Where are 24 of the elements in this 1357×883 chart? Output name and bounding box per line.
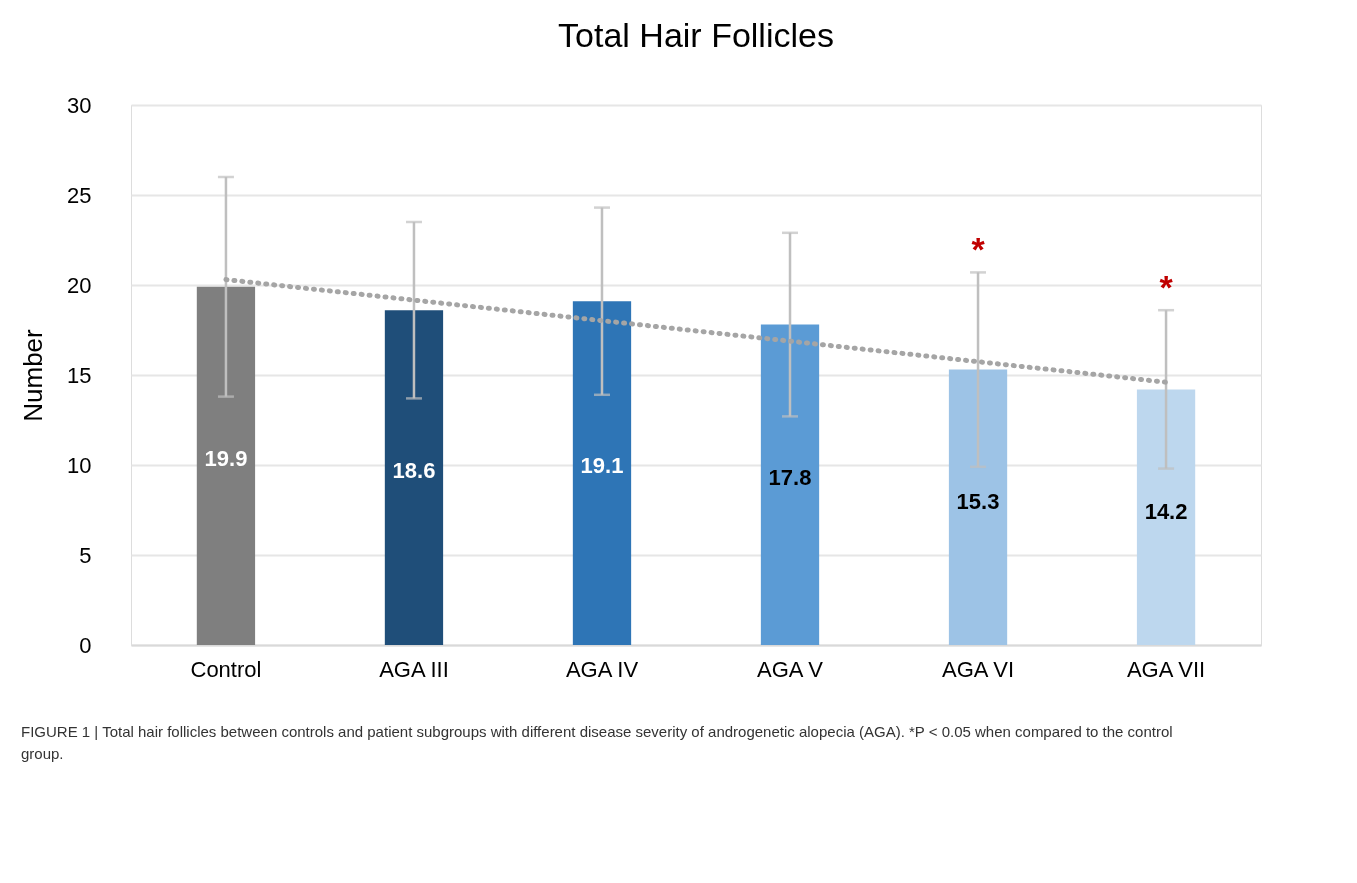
x-tick-label: Control — [190, 656, 262, 682]
x-tick-label: AGA IV — [565, 656, 639, 682]
chart-title: Total Hair Follicles — [558, 16, 834, 54]
y-tick-label: 20 — [67, 272, 92, 298]
y-tick-label: 0 — [79, 632, 92, 658]
data-label: 15.3 — [956, 488, 1000, 514]
y-tick-label: 5 — [79, 542, 92, 568]
x-tick-label: AGA III — [379, 656, 449, 682]
data-label: 19.9 — [204, 445, 248, 471]
y-tick-label: 15 — [67, 362, 92, 388]
x-tick-label: AGA VII — [1126, 656, 1206, 682]
y-axis-title: Number — [18, 328, 49, 422]
data-label: 14.2 — [1144, 499, 1188, 525]
data-label: 17.8 — [768, 465, 812, 491]
annotation: * — [1159, 268, 1174, 307]
data-label: 18.6 — [392, 457, 436, 483]
caption: FIGURE 1 | Total hair follicles between controls and patient subgroups with different disease severity of androgenetic alopecia (AGA). *P < 0.05 when compared to the control group. — [21, 723, 1173, 762]
x-tick-label: AGA VI — [941, 656, 1015, 682]
data-label: 19.1 — [580, 453, 624, 479]
y-tick-label: 10 — [67, 452, 92, 478]
y-tick-label: 25 — [67, 182, 92, 208]
annotation: * — [971, 230, 986, 269]
x-tick-label: AGA V — [756, 656, 824, 682]
y-tick-label: 30 — [67, 92, 92, 118]
